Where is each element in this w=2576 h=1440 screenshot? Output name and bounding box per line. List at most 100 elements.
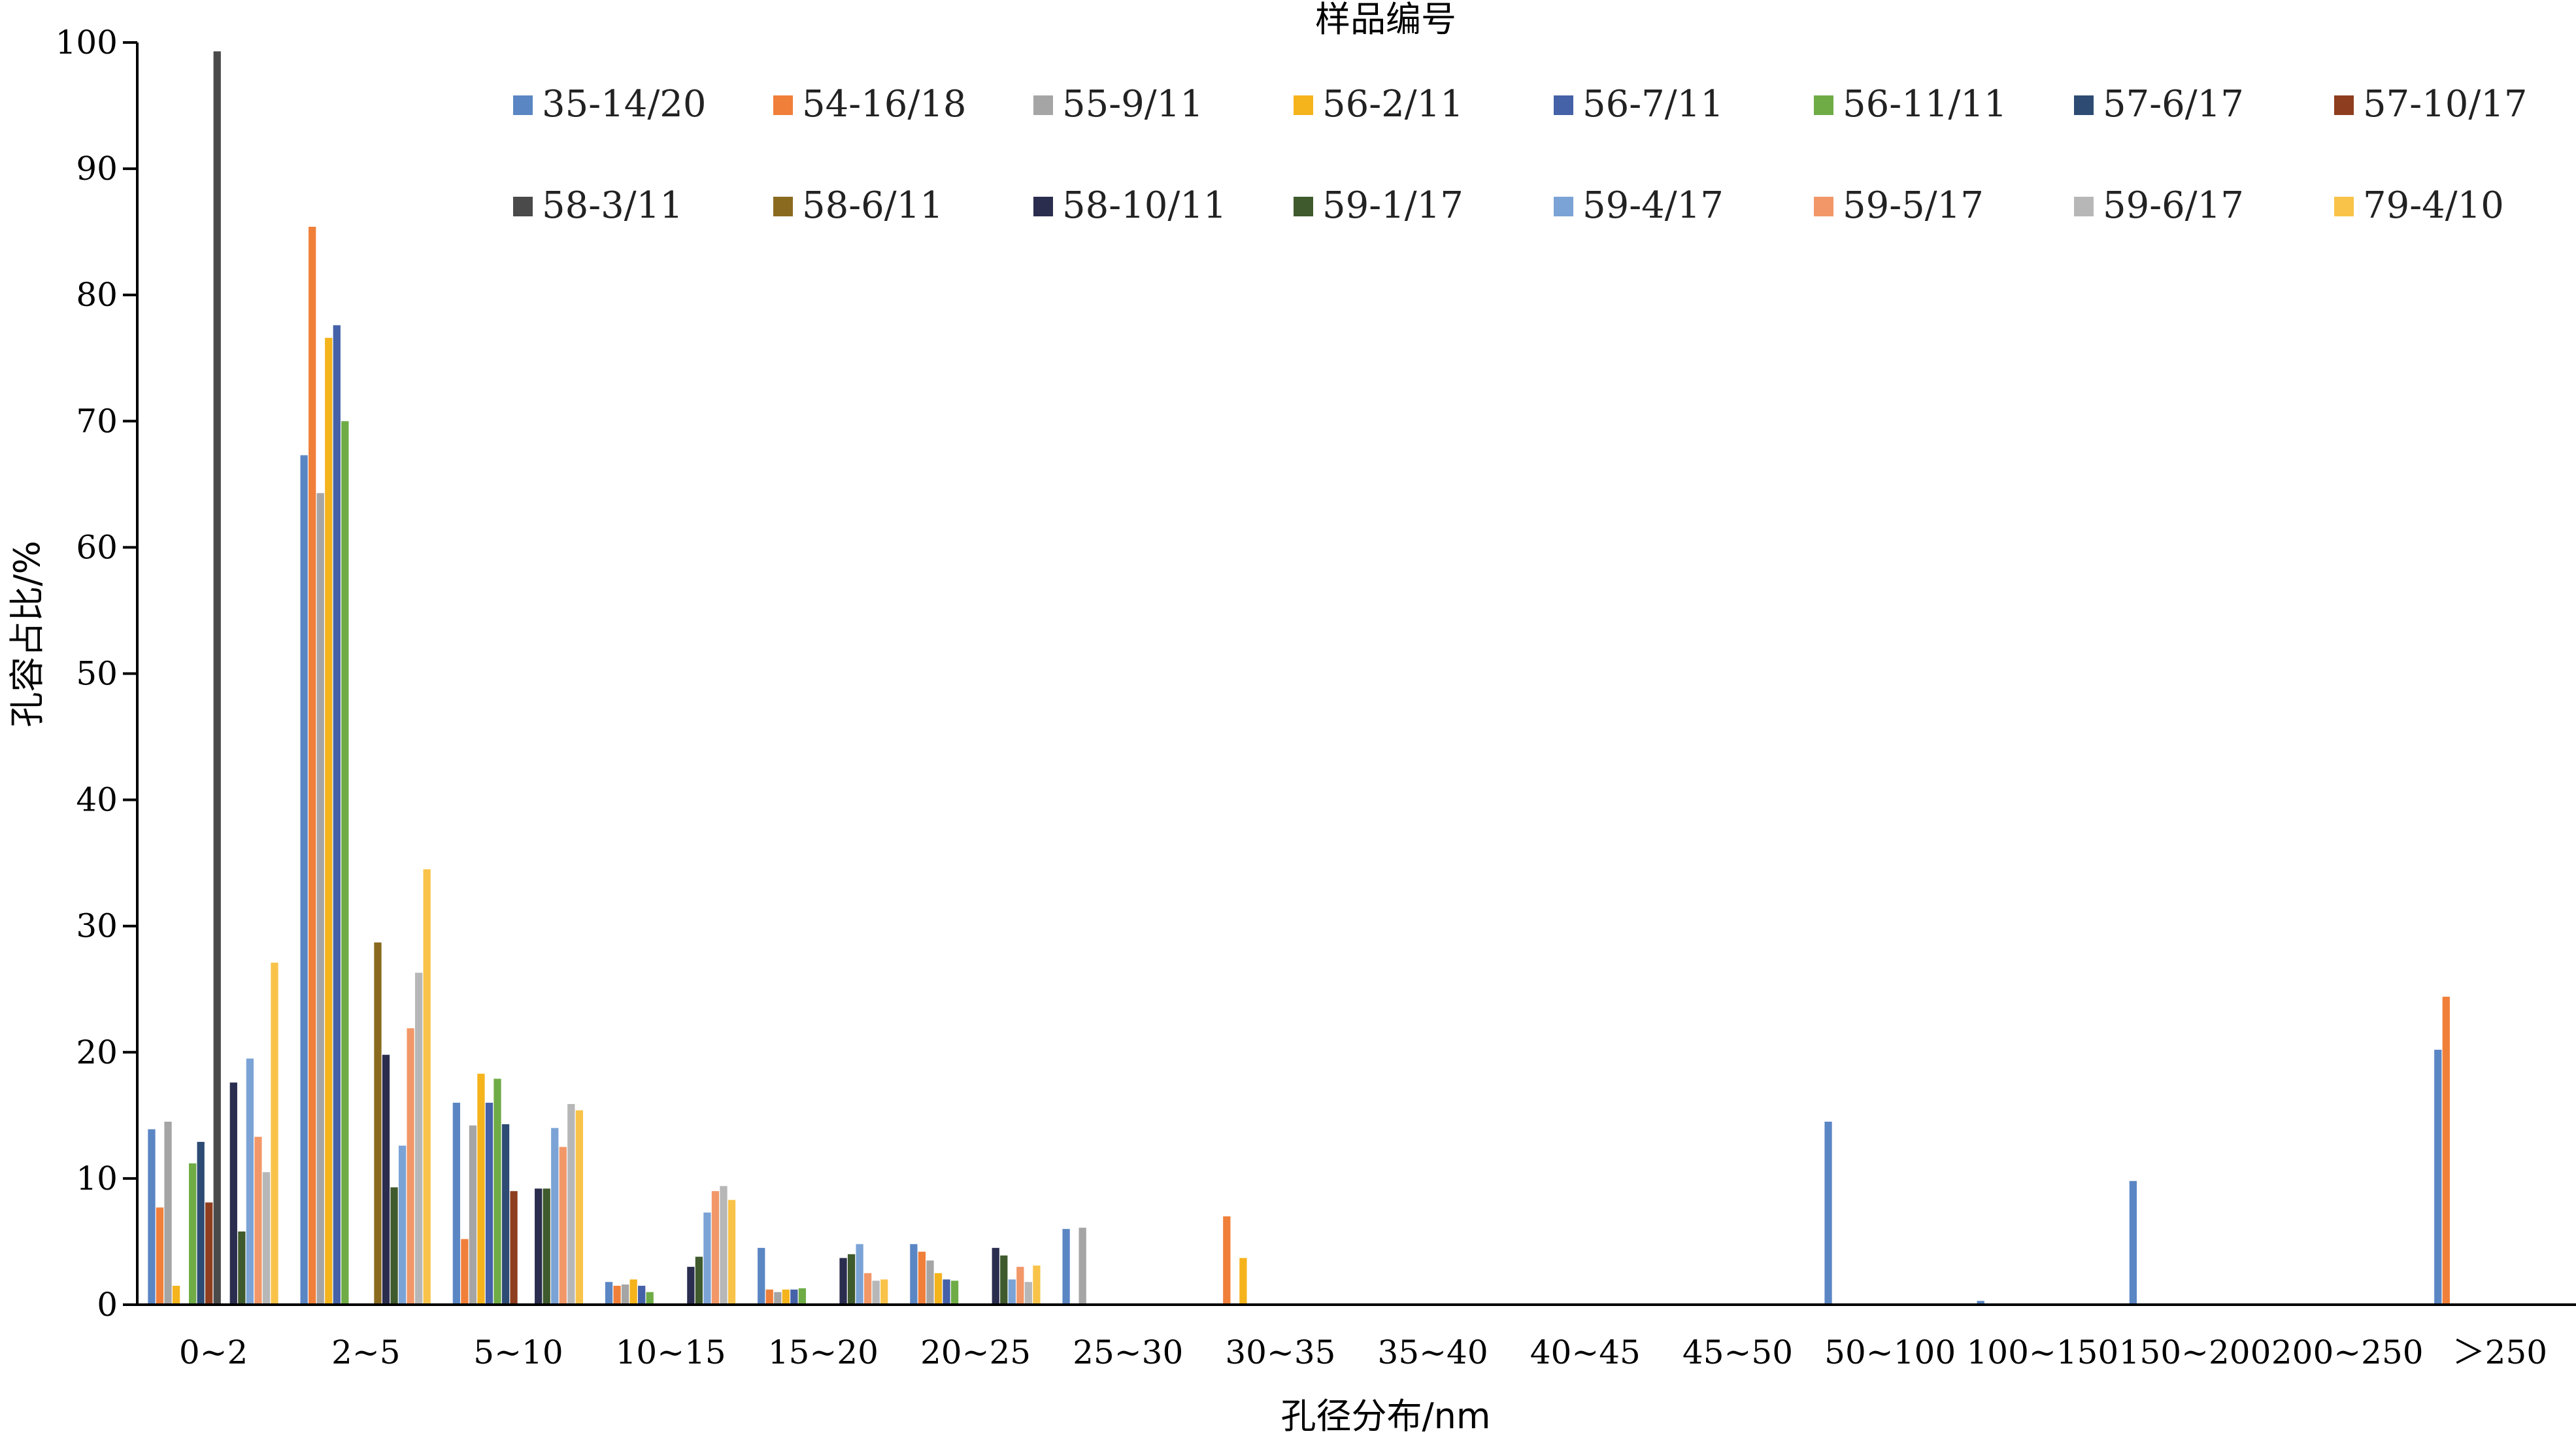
bar (1239, 1258, 1247, 1305)
bar (613, 1286, 621, 1305)
bar (407, 1028, 414, 1305)
bar (1033, 1265, 1041, 1305)
bar (605, 1282, 613, 1305)
bar (148, 1129, 156, 1305)
bar (341, 421, 349, 1305)
legend: 35-14/20 54-16/18 55-9/11 56-2/11 56-7/11 56-… (513, 83, 2528, 227)
legend-label: 59-6/17 (2103, 184, 2244, 227)
bar (864, 1273, 872, 1305)
bar (839, 1258, 847, 1305)
y-tick-label: 30 (76, 907, 118, 945)
x-tick-label: 10~15 (616, 1333, 726, 1371)
legend-swatch (2334, 197, 2354, 216)
y-ticks: 0 10 20 30 40 50 60 70 80 90 100 (56, 24, 137, 1324)
legend-item: 54-16/18 (773, 83, 967, 126)
bar (1000, 1255, 1008, 1305)
bar (934, 1273, 943, 1305)
bar (798, 1288, 807, 1305)
y-tick-label: 100 (56, 24, 118, 61)
legend-item: 57-10/17 (2334, 83, 2528, 126)
bar (880, 1279, 888, 1305)
y-tick-label: 70 (76, 402, 118, 440)
bar (188, 1163, 197, 1305)
legend-label: 57-10/17 (2363, 83, 2528, 126)
legend-label: 55-9/11 (1062, 83, 1203, 126)
bar (695, 1256, 703, 1305)
legend-swatch (2074, 197, 2094, 216)
bar (559, 1147, 567, 1305)
bar (510, 1191, 518, 1305)
legend-swatch (1554, 95, 1573, 115)
x-tick-label: 0~2 (179, 1333, 248, 1371)
legend-label: 79-4/10 (2363, 184, 2504, 227)
legend-label: 58-3/11 (542, 184, 683, 227)
bar (452, 1103, 460, 1305)
bar (271, 962, 278, 1305)
bar (629, 1279, 637, 1305)
legend-item: 59-4/17 (1554, 184, 1724, 227)
bar (1977, 1301, 1984, 1305)
bar (205, 1202, 213, 1305)
x-tick-label: 25~30 (1073, 1333, 1183, 1371)
bar (918, 1251, 926, 1305)
bar (774, 1292, 782, 1305)
bar (638, 1286, 646, 1305)
legend-label: 35-14/20 (542, 83, 707, 126)
legend-swatch (513, 197, 533, 216)
bar (720, 1186, 728, 1305)
legend-swatch (1294, 95, 1313, 115)
bar (172, 1286, 180, 1305)
bar (926, 1260, 934, 1305)
legend-item: 56-2/11 (1294, 83, 1464, 126)
x-tick-label: 100~150 (1966, 1333, 2118, 1371)
legend-label: 59-1/17 (1322, 184, 1464, 227)
bar (309, 226, 316, 1305)
y-tick-label: 50 (76, 655, 118, 693)
bar (197, 1141, 205, 1305)
bar (461, 1239, 469, 1305)
legend-label: 56-11/11 (1843, 83, 2007, 126)
bar (992, 1248, 999, 1305)
bar (1024, 1282, 1033, 1305)
bar (847, 1254, 856, 1305)
legend-label: 54-16/18 (802, 83, 967, 126)
bar (374, 942, 382, 1305)
legend-swatch (773, 95, 793, 115)
bar (872, 1281, 880, 1305)
bar (728, 1199, 736, 1305)
bar (943, 1279, 950, 1305)
bar (254, 1137, 262, 1305)
legend-item: 35-14/20 (513, 83, 707, 126)
x-tick-label: 200~250 (2271, 1333, 2424, 1371)
bar (229, 1082, 237, 1305)
legend-item: 59-6/17 (2074, 184, 2244, 227)
bar (246, 1058, 254, 1305)
legend-swatch (1294, 197, 1313, 216)
bar (382, 1054, 390, 1305)
bars (148, 51, 2450, 1305)
bar (423, 869, 431, 1305)
legend-label: 58-6/11 (802, 184, 943, 227)
legend-swatch (1814, 197, 1833, 216)
x-tick-label: 50~100 (1824, 1333, 1956, 1371)
legend-item: 59-5/17 (1814, 184, 1984, 227)
legend-swatch (1814, 95, 1833, 115)
bar (300, 455, 308, 1305)
bar (1008, 1279, 1016, 1305)
legend-swatch (2334, 95, 2354, 115)
bar (477, 1073, 485, 1305)
bar (856, 1244, 863, 1305)
legend-swatch (1033, 197, 1053, 216)
bar (156, 1207, 164, 1305)
x-tick-label: 20~25 (920, 1333, 1031, 1371)
bar (711, 1191, 720, 1305)
legend-title: 样品编号 (1315, 0, 1456, 40)
legend-item: 58-3/11 (513, 184, 683, 227)
bar (567, 1103, 575, 1305)
bar (2442, 996, 2450, 1305)
y-axis-title: 孔容占比/% (7, 541, 48, 728)
bar (333, 325, 341, 1305)
bar (316, 493, 324, 1305)
bar (790, 1289, 798, 1305)
